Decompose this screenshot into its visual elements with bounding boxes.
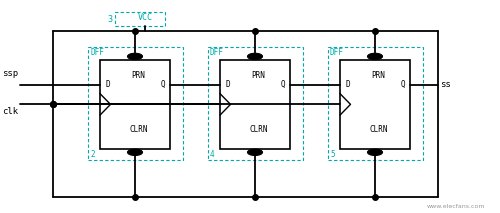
Text: DFF: DFF (90, 48, 104, 57)
Text: PRN: PRN (132, 71, 145, 80)
Text: D: D (105, 80, 110, 89)
Bar (220, 60, 290, 149)
Text: www.elecfans.com: www.elecfans.com (426, 204, 485, 209)
Text: clk: clk (2, 106, 18, 115)
Text: CLRN: CLRN (129, 125, 148, 134)
Text: VCC: VCC (138, 13, 152, 22)
Circle shape (128, 149, 142, 155)
Text: Q: Q (280, 80, 285, 89)
Text: Q: Q (400, 80, 405, 89)
Bar (328, 47, 422, 160)
Circle shape (128, 53, 142, 60)
Text: PRN: PRN (372, 71, 386, 80)
Text: ss: ss (440, 80, 451, 89)
Circle shape (248, 149, 262, 155)
Text: 3: 3 (108, 16, 112, 24)
Circle shape (368, 149, 382, 155)
Text: PRN: PRN (252, 71, 266, 80)
Bar (100, 60, 170, 149)
Text: 4: 4 (210, 150, 214, 159)
Circle shape (248, 53, 262, 60)
Text: D: D (345, 80, 350, 89)
Circle shape (368, 53, 382, 60)
Text: ssp: ssp (2, 69, 18, 78)
Bar (88, 47, 182, 160)
Text: 5: 5 (330, 150, 334, 159)
Text: D: D (225, 80, 230, 89)
Text: CLRN: CLRN (370, 125, 388, 134)
Bar (115, 12, 165, 26)
Text: CLRN: CLRN (249, 125, 268, 134)
Text: Q: Q (160, 80, 165, 89)
Text: DFF: DFF (210, 48, 224, 57)
Bar (340, 60, 410, 149)
Text: 2: 2 (90, 150, 94, 159)
Text: DFF: DFF (330, 48, 344, 57)
Bar (208, 47, 302, 160)
